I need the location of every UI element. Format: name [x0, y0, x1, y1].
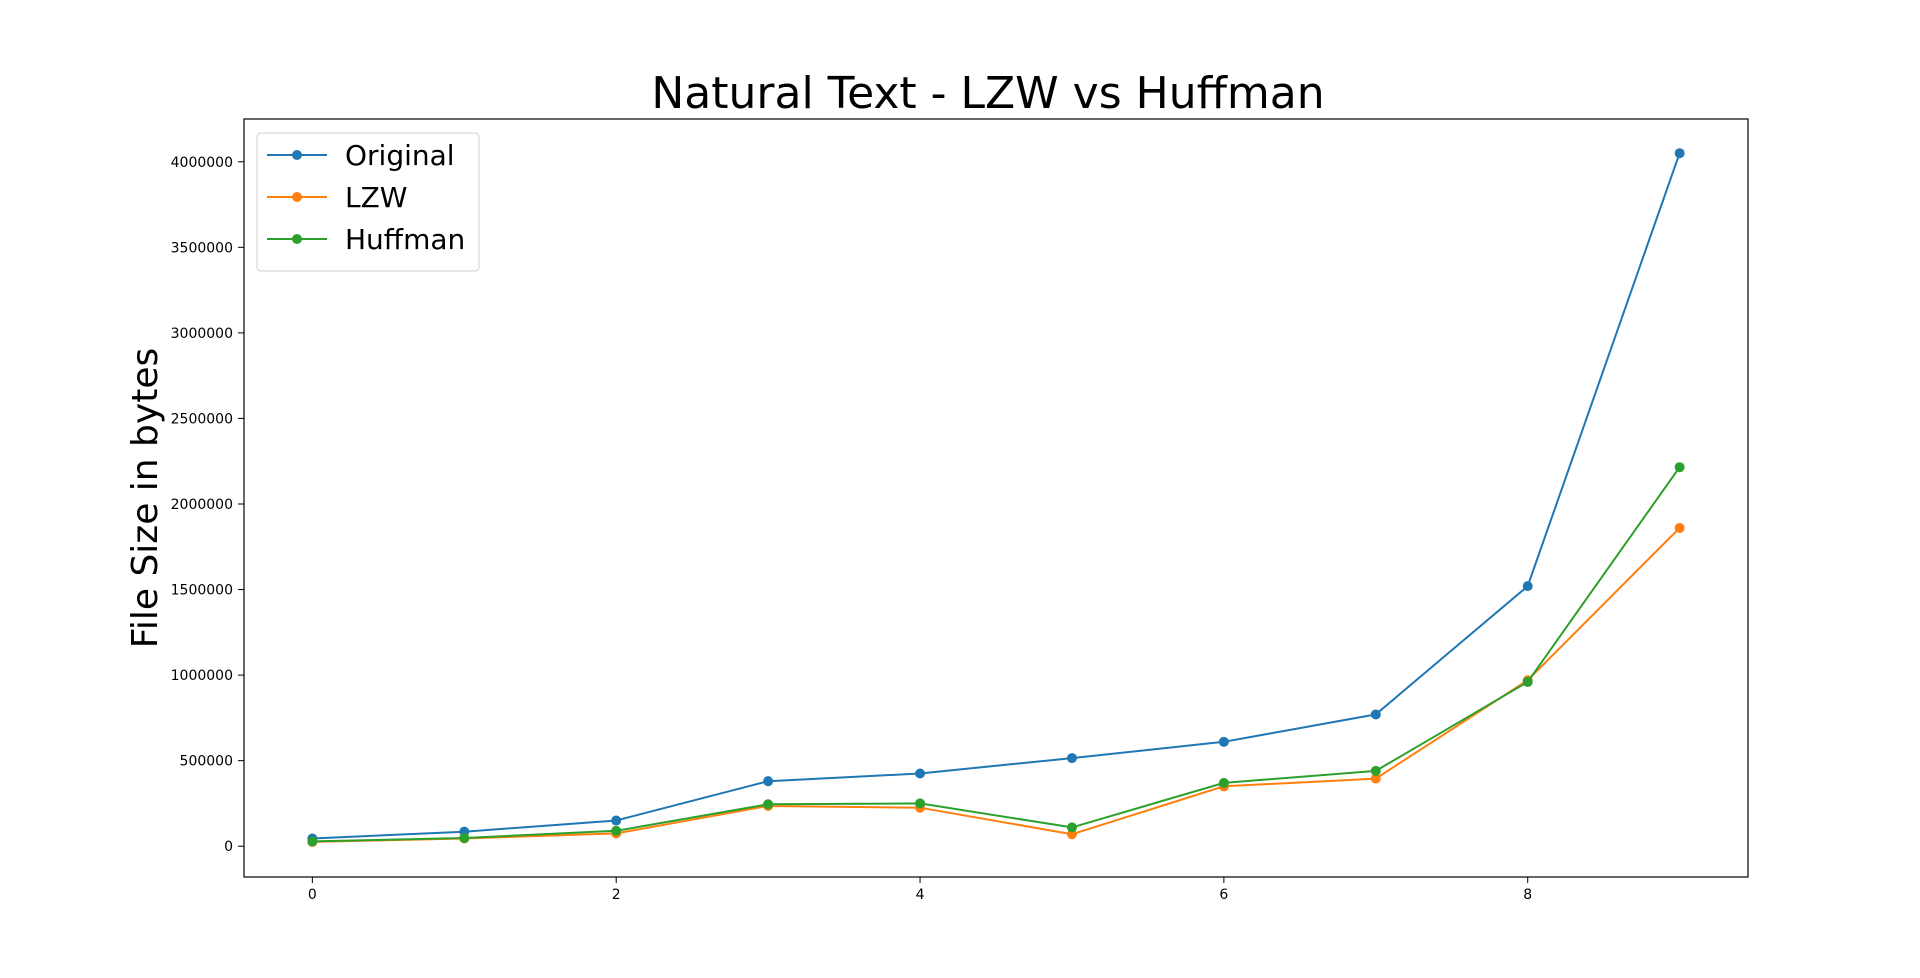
legend-entry-huffman: Huffman [267, 223, 465, 256]
data-point-lzw [1370, 773, 1381, 784]
chart-title: Natural Text - LZW vs Huffman [651, 68, 1324, 119]
data-point-original [763, 776, 774, 787]
x-tick-label: 8 [1523, 887, 1532, 903]
legend-label-huffman: Huffman [345, 223, 465, 256]
y-tick-label: 1000000 [171, 668, 233, 684]
legend-label-original: Original [345, 139, 455, 172]
data-point-original [1674, 148, 1685, 159]
data-point-original [915, 768, 926, 779]
data-point-huffman [611, 825, 622, 836]
legend-entry-lzw: LZW [267, 181, 407, 214]
y-tick-label: 2500000 [171, 411, 233, 427]
x-tick-label: 4 [916, 887, 925, 903]
data-point-huffman [1674, 462, 1685, 473]
x-tick-label: 6 [1219, 887, 1228, 903]
data-point-huffman [1522, 676, 1533, 687]
y-tick-label: 3500000 [171, 240, 233, 256]
data-point-lzw [1674, 522, 1685, 533]
series-line-huffman [312, 466, 1681, 843]
plot-area: 0 2 4 6 8 0 500000 1000000 1500000 2000000 2500000… [171, 118, 1749, 903]
data-point-huffman [763, 799, 774, 810]
legend-label-lzw: LZW [345, 181, 407, 214]
legend-marker-huffman [292, 234, 302, 244]
x-tick-label: 0 [308, 887, 317, 903]
data-point-huffman [1218, 777, 1229, 788]
data-point-huffman [459, 832, 470, 843]
y-tick-label: 500000 [180, 754, 233, 770]
data-point-huffman [1066, 822, 1077, 833]
y-tick-label: 4000000 [171, 155, 233, 171]
legend-marker-lzw [292, 192, 302, 202]
data-point-original [611, 815, 622, 826]
plot-frame [243, 118, 1749, 878]
y-tick-label: 3000000 [171, 326, 233, 342]
data-point-huffman [915, 798, 926, 809]
data-point-original [1218, 736, 1229, 747]
data-point-original [1370, 709, 1381, 720]
series-line-lzw [312, 527, 1681, 843]
y-tick-label: 1500000 [171, 583, 233, 599]
series-line-original [312, 152, 1681, 840]
data-point-huffman [1370, 765, 1381, 776]
legend: Original LZW Huffman [256, 132, 480, 272]
x-tick-label: 2 [612, 887, 621, 903]
data-point-lzw [1066, 829, 1077, 840]
y-tick-label: 2000000 [171, 497, 233, 513]
y-axis-label: File Size in bytes [125, 348, 166, 648]
data-point-original [1066, 753, 1077, 764]
legend-marker-original [292, 150, 302, 160]
data-point-original [1522, 581, 1533, 592]
y-tick-label: 0 [224, 839, 233, 855]
legend-box [256, 132, 480, 272]
data-point-huffman [307, 836, 318, 847]
legend-entry-original: Original [267, 139, 455, 172]
